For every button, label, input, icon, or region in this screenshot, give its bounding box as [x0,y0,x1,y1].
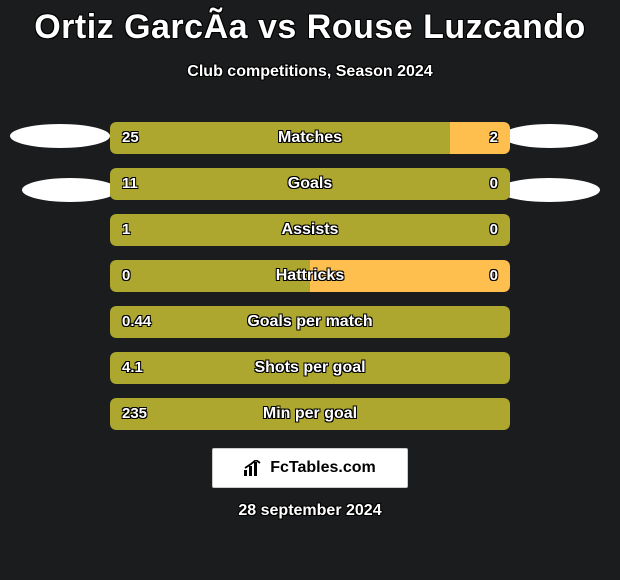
stat-row: Min per goal235 [110,398,510,430]
stat-bar-player1 [110,306,510,338]
stat-row: Matches252 [110,122,510,154]
comparison-subtitle: Club competitions, Season 2024 [0,63,620,81]
logo-text: FcTables.com [270,459,376,477]
team-badge-placeholder [22,178,118,202]
team-badge-placeholder [502,124,598,148]
stat-row: Goals per match0.44 [110,306,510,338]
stat-bar-player1 [110,398,510,430]
stat-row: Shots per goal4.1 [110,352,510,384]
stats-bar-container: Matches252 Goals110 Assists10 Hattricks00 Go… [110,122,510,444]
player1-name: Ortiz GarcÃ­a [34,8,248,46]
stat-bar-player2 [310,260,510,292]
stat-bar-player1 [110,260,310,292]
stat-row: Hattricks00 [110,260,510,292]
bar-chart-icon [244,460,264,476]
stat-row: Goals110 [110,168,510,200]
team-badge-placeholder [498,178,600,202]
comparison-date: 28 september 2024 [0,502,620,520]
site-logo[interactable]: FcTables.com [212,448,408,488]
stat-bar-player1 [110,214,510,246]
stat-bar-player1 [110,122,450,154]
stat-row: Assists10 [110,214,510,246]
team-badge-placeholder [10,124,110,148]
stat-bar-player1 [110,352,510,384]
stat-bar-player1 [110,168,510,200]
player2-name: Rouse Luzcando [307,8,586,46]
vs-separator: vs [258,8,297,46]
comparison-title: Ortiz GarcÃ­a vs Rouse Luzcando [0,0,620,47]
stat-bar-player2 [450,122,510,154]
